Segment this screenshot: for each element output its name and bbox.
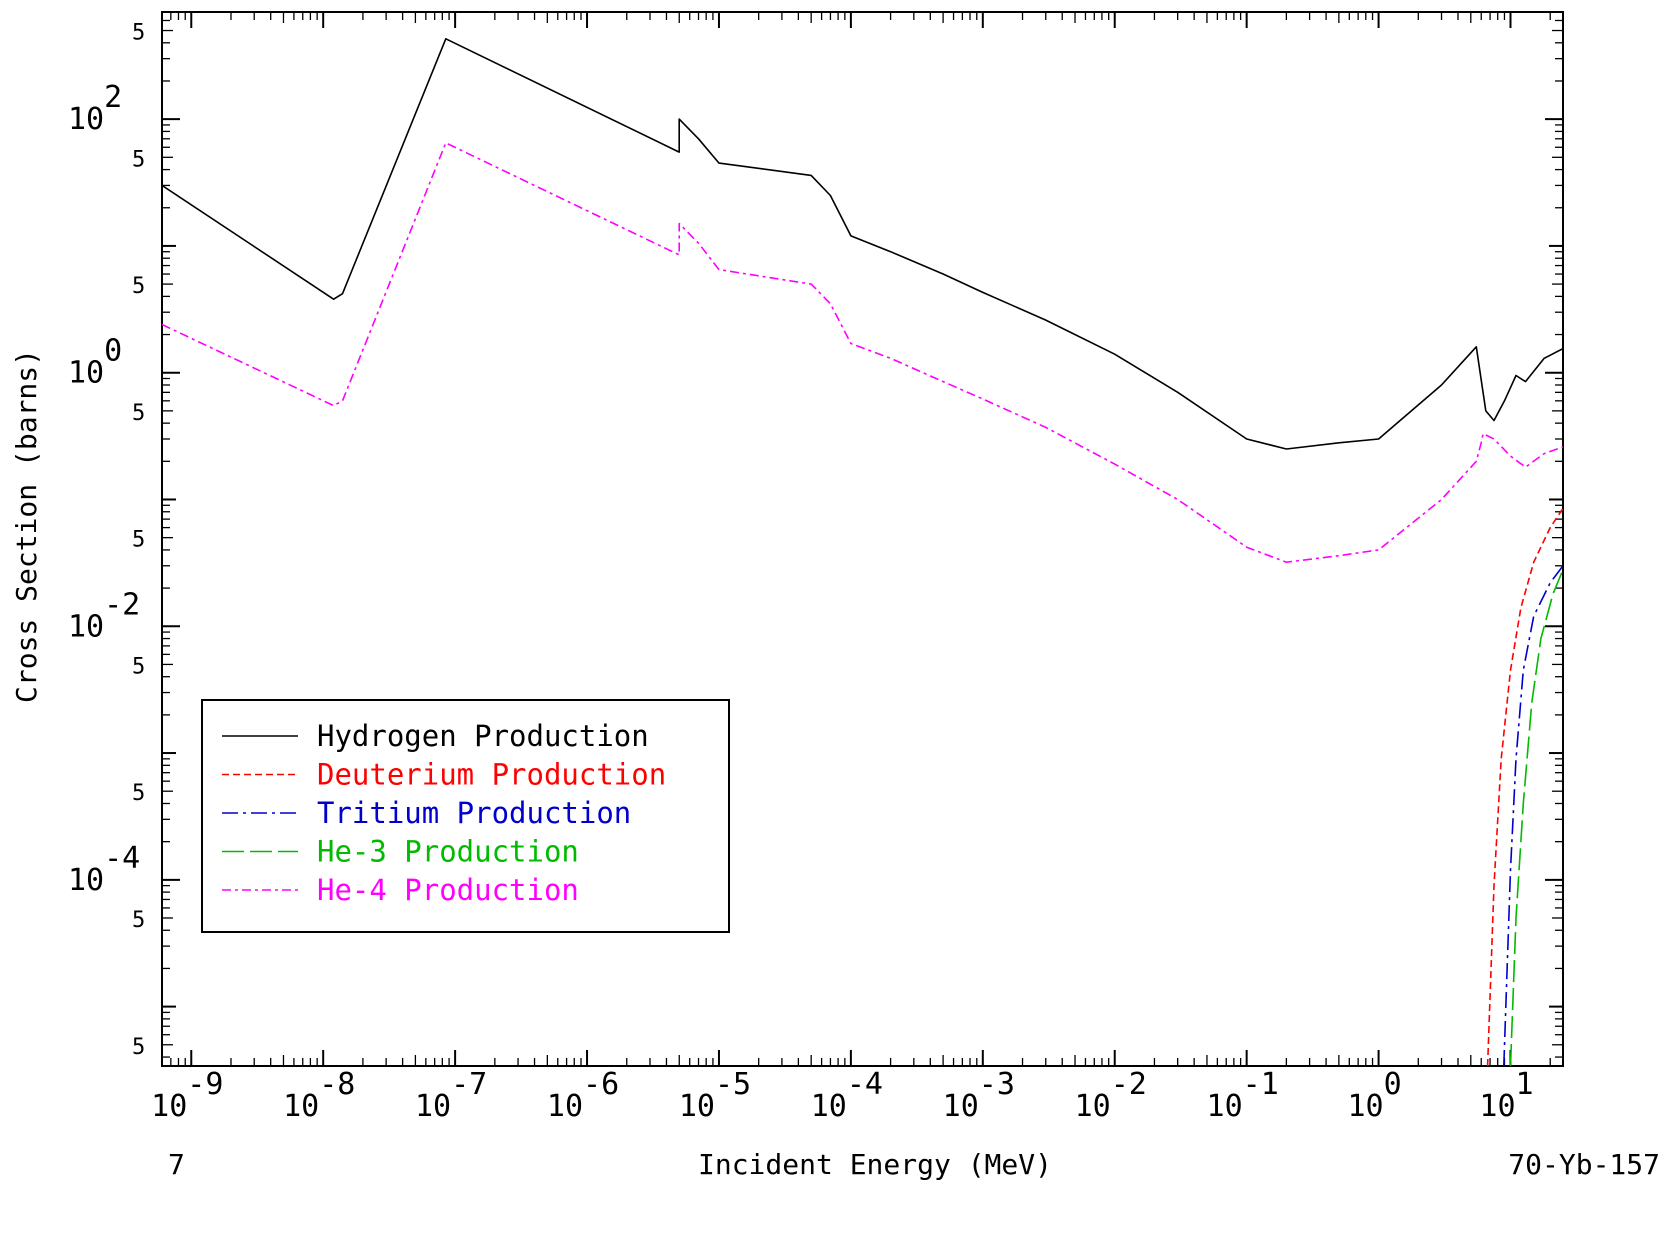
x-tick-label: 10-2 (1075, 1067, 1147, 1124)
x-tick-label: 10-4 (811, 1067, 883, 1124)
y-minor-tick-label: 5 (132, 274, 145, 299)
legend-label: Tritium Production (317, 796, 631, 830)
y-minor-tick-label: 5 (132, 528, 145, 553)
series-deuterium-production (1486, 507, 1563, 1066)
legend-label: He-3 Production (317, 835, 579, 869)
legend-label: He-4 Production (317, 873, 579, 907)
series-he-3-production (1509, 569, 1563, 1066)
y-minor-tick-label: 5 (132, 781, 145, 806)
corner-left-label: 7 (168, 1148, 185, 1181)
series-tritium-production (1503, 565, 1563, 1066)
y-tick-label: 10-2 (68, 587, 140, 644)
x-tick-label: 100 (1347, 1067, 1401, 1124)
series-he-4-production (162, 142, 1563, 564)
y-axis-label: Cross Section (barns) (10, 349, 43, 703)
x-tick-label: 10-6 (547, 1067, 619, 1124)
x-tick-label: 10-9 (151, 1067, 223, 1124)
legend: Hydrogen Production Deuterium Production T… (201, 699, 730, 933)
plot-frame (161, 11, 1564, 1067)
y-minor-tick-label: 5 (132, 1035, 145, 1060)
x-tick-label: 10-8 (283, 1067, 355, 1124)
y-minor-tick-label: 5 (132, 401, 145, 426)
y-minor-tick-label: 5 (132, 654, 145, 679)
x-tick-label: 10-1 (1207, 1067, 1279, 1124)
y-tick-label: 102 (68, 80, 122, 137)
series-hydrogen-production (162, 37, 1563, 450)
x-tick-label: 101 (1479, 1067, 1533, 1124)
x-tick-label: 10-7 (415, 1067, 487, 1124)
legend-label: Hydrogen Production (317, 719, 649, 753)
legend-label: Deuterium Production (317, 758, 666, 792)
y-minor-tick-label: 5 (132, 908, 145, 933)
x-tick-label: 10-5 (679, 1067, 751, 1124)
axis-tick-labels: 10-9 10-8 10-7 10-6 10-5 10-4 10-3 10-2 10-1 100 1… (68, 21, 1534, 1124)
series-layer (162, 37, 1563, 1066)
legend-box (201, 699, 730, 933)
y-tick-label: 10-4 (68, 841, 140, 898)
x-tick-label: 10-3 (943, 1067, 1015, 1124)
corner-right-label: 70-Yb-157 (1508, 1148, 1660, 1181)
plot-frame-group (161, 11, 1564, 1067)
y-minor-tick-label: 5 (132, 147, 145, 172)
y-tick-label: 100 (68, 334, 122, 391)
x-axis-label: Incident Energy (MeV) (698, 1148, 1052, 1181)
y-minor-tick-label: 5 (132, 21, 145, 46)
axis-ticks (161, 11, 1563, 1066)
